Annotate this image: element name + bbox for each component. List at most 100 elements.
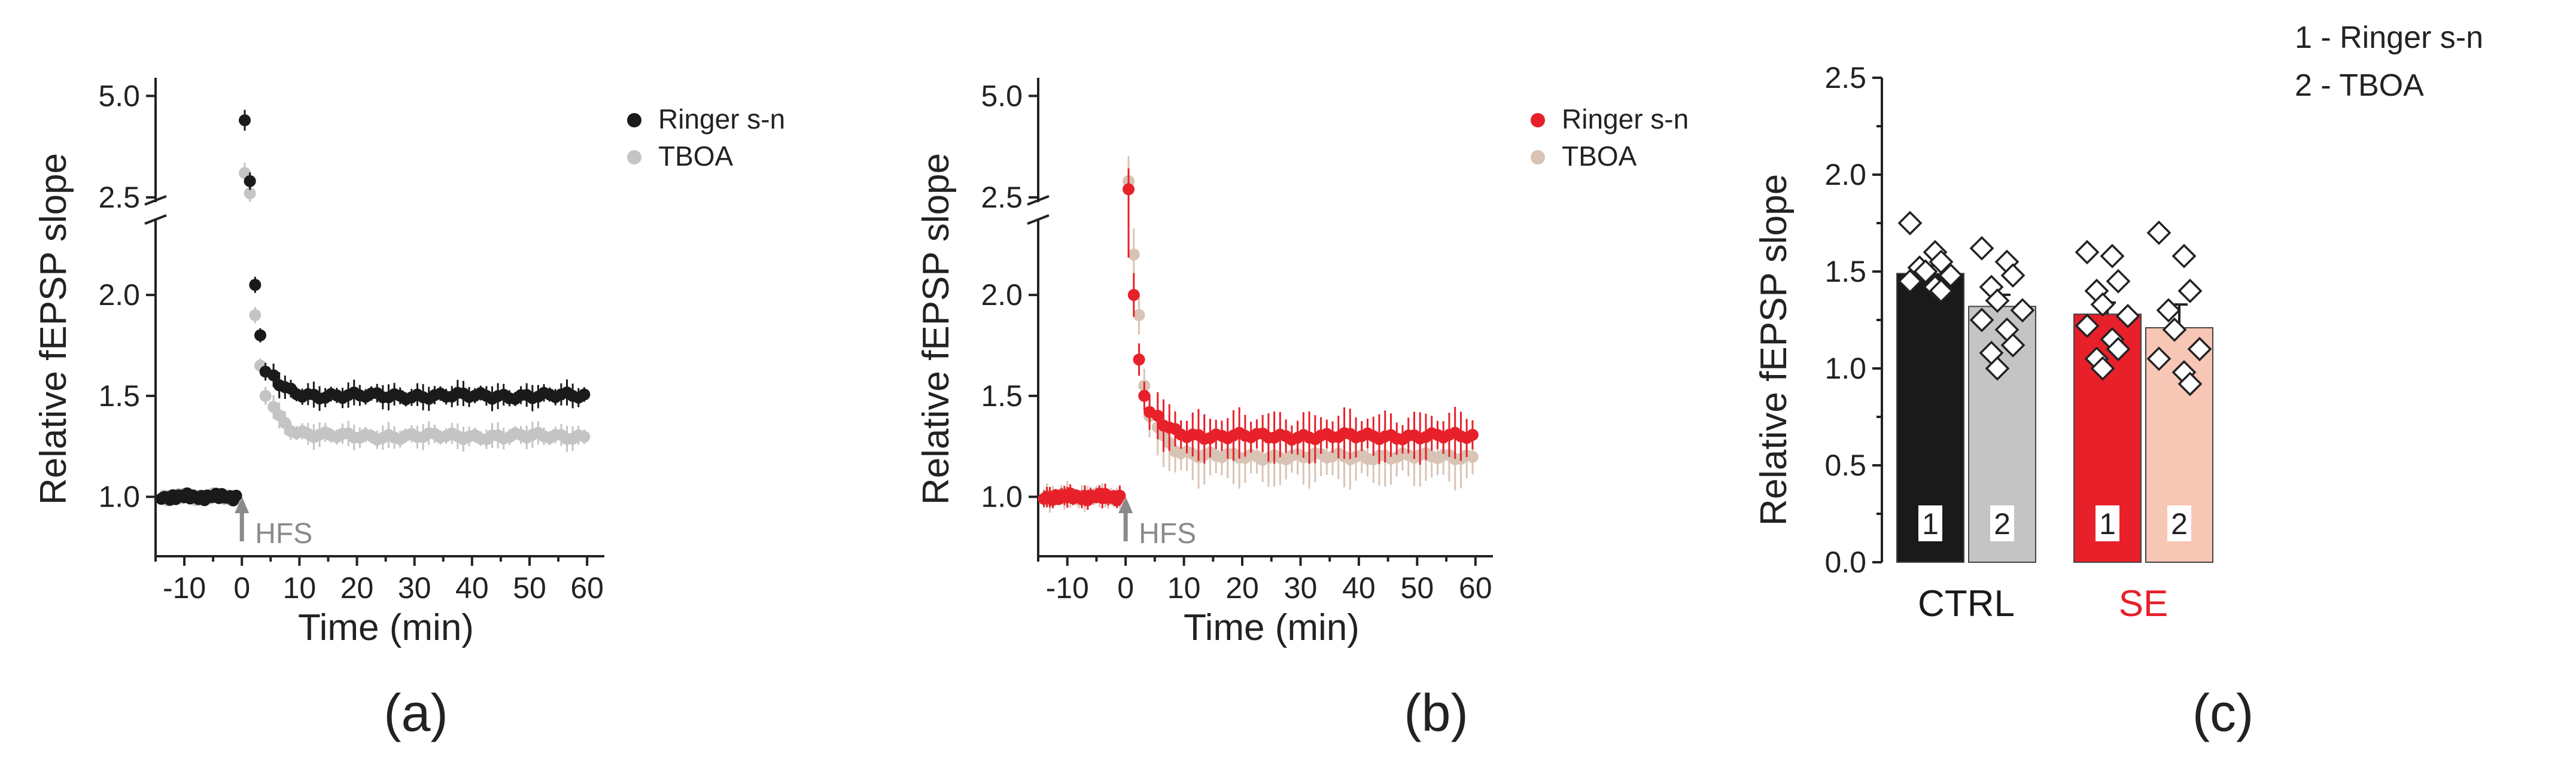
panel-a: 1.0 1.5 2.0 2.5 5.0 -10 0 10 20 30 40 50 60 Time (min… bbox=[33, 78, 785, 742]
data-point bbox=[1897, 269, 1923, 294]
data-point bbox=[1114, 489, 1126, 502]
panel-label: (c) bbox=[2192, 683, 2254, 742]
data-point bbox=[2177, 278, 2203, 303]
y-tick-label: 2.5 bbox=[981, 181, 1023, 214]
x-axis-label: Time (min) bbox=[1184, 607, 1360, 648]
series-tboa bbox=[1038, 156, 1479, 513]
data-point bbox=[2000, 333, 2025, 358]
x-axis-label: Time (min) bbox=[298, 607, 474, 648]
data-point bbox=[1151, 409, 1164, 422]
x-tick-label: 40 bbox=[1342, 571, 1376, 605]
data-point bbox=[1985, 288, 2010, 313]
data-point bbox=[2106, 337, 2131, 362]
y-tick-label: 1.5 bbox=[1824, 255, 1866, 288]
x-tick-label: 10 bbox=[1167, 571, 1201, 605]
legend-label: TBOA bbox=[1562, 141, 1637, 172]
data-point bbox=[239, 114, 251, 127]
data-point bbox=[1969, 307, 1994, 333]
data-point bbox=[1133, 353, 1145, 366]
data-point bbox=[2146, 346, 2171, 371]
bar-ctrl-2: 2 bbox=[1968, 236, 2036, 563]
y-tick-label: 1.0 bbox=[1824, 352, 1866, 385]
series-ringer bbox=[1038, 168, 1479, 510]
y-axis-label: Relative fEPSP slope bbox=[916, 153, 957, 505]
data-point bbox=[267, 401, 280, 413]
data-point bbox=[2146, 220, 2171, 245]
x-tick-label: -10 bbox=[1046, 571, 1089, 605]
y-tick-label: 1.5 bbox=[98, 379, 140, 413]
data-point bbox=[244, 175, 256, 187]
data-point bbox=[578, 431, 591, 443]
x-tick-label: 20 bbox=[1225, 571, 1259, 605]
legend-label: Ringer s-n bbox=[658, 103, 785, 135]
data-point bbox=[2100, 243, 2125, 269]
hfs-label: HFS bbox=[1139, 518, 1196, 550]
hfs-arrowhead bbox=[235, 496, 250, 513]
y-tick-label: 2.0 bbox=[1824, 158, 1866, 191]
y-tick-label: 0.5 bbox=[1824, 449, 1866, 482]
y-tick-label: 1.0 bbox=[98, 480, 140, 514]
data-point bbox=[2090, 292, 2115, 317]
bar-code-box bbox=[2167, 505, 2191, 541]
legend-line: 2 - TBOA bbox=[2295, 68, 2424, 103]
axis-break-mark bbox=[144, 195, 167, 225]
hfs-label: HFS bbox=[255, 518, 312, 550]
panel-c: 0.0 0.5 1.0 1.5 2.0 2.5 Relative fEPSP slope 1 2… bbox=[1753, 20, 2483, 742]
hfs-arrowhead bbox=[1118, 496, 1133, 513]
group-label: SE bbox=[2119, 583, 2169, 624]
data-point bbox=[254, 329, 266, 342]
data-point bbox=[1127, 248, 1140, 261]
bar-ctrl-1: 1 bbox=[1896, 211, 1964, 563]
data-point bbox=[1897, 211, 1923, 236]
y-tick-label: 2.0 bbox=[981, 278, 1023, 312]
y-tick-label: 2.0 bbox=[98, 278, 140, 312]
legend-marker bbox=[627, 150, 641, 164]
data-point bbox=[1929, 278, 1954, 303]
x-tick-label: 50 bbox=[513, 571, 546, 605]
data-point bbox=[2171, 243, 2197, 269]
y-tick-label: 1.5 bbox=[981, 379, 1023, 413]
legend-marker bbox=[1531, 113, 1545, 127]
data-point bbox=[230, 489, 242, 502]
data-point bbox=[1133, 309, 1145, 321]
bar-code-box bbox=[1918, 505, 1942, 541]
data-point bbox=[2075, 313, 2100, 339]
bar-code-box bbox=[1990, 505, 2014, 541]
data-point bbox=[1938, 263, 1963, 288]
y-axis-label: Relative fEPSP slope bbox=[33, 153, 74, 505]
y-tick-label: 5.0 bbox=[981, 79, 1023, 112]
data-point bbox=[1466, 429, 1479, 441]
data-point bbox=[2162, 317, 2187, 342]
legend-line: 1 - Ringer s-n bbox=[2295, 20, 2483, 55]
x-tick-label: 0 bbox=[1117, 571, 1134, 605]
data-point bbox=[1123, 183, 1135, 196]
data-point bbox=[249, 279, 261, 291]
x-tick-label: 60 bbox=[570, 571, 604, 605]
x-tick-label: 20 bbox=[340, 571, 374, 605]
x-tick-label: -10 bbox=[163, 571, 206, 605]
y-tick-label: 1.0 bbox=[981, 480, 1023, 514]
data-point bbox=[2177, 371, 2203, 397]
y-tick-label: 5.0 bbox=[98, 79, 140, 112]
bar-code-label: 1 bbox=[1922, 507, 1939, 541]
data-point bbox=[259, 389, 272, 402]
y-axis-label: Relative fEPSP slope bbox=[1753, 174, 1795, 526]
data-point bbox=[1969, 236, 1994, 261]
panel-label: (b) bbox=[1404, 683, 1468, 742]
data-point bbox=[267, 369, 280, 382]
x-tick-label: 60 bbox=[1459, 571, 1492, 605]
y-tick-label: 2.5 bbox=[1824, 61, 1866, 95]
bar-code-label: 2 bbox=[2171, 507, 2188, 541]
data-point bbox=[1466, 450, 1479, 463]
series-ringer bbox=[155, 109, 591, 507]
bar-se-1: 1 bbox=[2073, 240, 2142, 563]
x-tick-label: 30 bbox=[398, 571, 431, 605]
x-tick-label: 10 bbox=[283, 571, 317, 605]
bar-code-label: 1 bbox=[2099, 507, 2116, 541]
y-tick-label: 0.0 bbox=[1824, 545, 1866, 579]
data-point bbox=[2075, 240, 2100, 265]
data-point bbox=[1127, 289, 1140, 301]
data-point bbox=[1138, 389, 1151, 402]
axis-break-mark bbox=[1027, 195, 1050, 225]
